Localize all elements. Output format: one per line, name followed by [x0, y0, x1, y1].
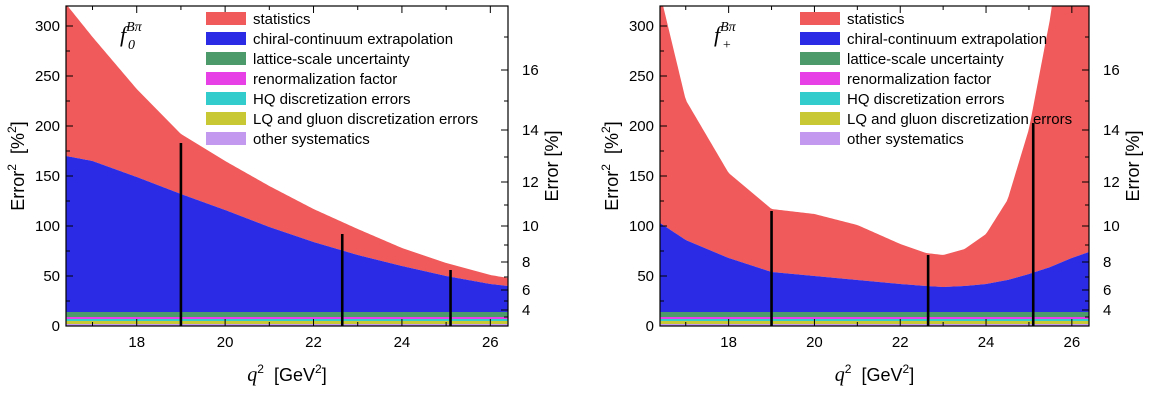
area-lq-and-gluon-discretization-errors: [66, 321, 508, 324]
y2-tick-label: 6: [1103, 282, 1111, 299]
legend-swatch: [800, 72, 840, 85]
y-tick-label: 0: [646, 318, 654, 335]
x-tick-label: 24: [394, 334, 411, 351]
legend-swatch: [206, 72, 246, 85]
legend-swatch: [800, 132, 840, 145]
y2-tick-label: 16: [1103, 62, 1120, 79]
y-tick-label: 100: [629, 218, 654, 235]
legend-label: renormalization factor: [847, 71, 991, 88]
y2-tick-label: 12: [1103, 174, 1120, 191]
y-tick-label: 150: [629, 168, 654, 185]
legend-label: lattice-scale uncertainty: [253, 51, 410, 68]
area-chiral-continuum-extrapolation: [660, 223, 1089, 312]
legend-swatch: [206, 32, 246, 45]
plot-frame: [65, 5, 509, 327]
legend-label: other systematics: [847, 131, 964, 148]
y2-tick-label: 14: [1103, 122, 1120, 139]
area-lattice-scale-uncertainty: [660, 312, 1089, 317]
legend-swatch: [206, 52, 246, 65]
legend-label: HQ discretization errors: [847, 91, 1005, 108]
y-tick-label: 50: [637, 268, 654, 285]
area-statistics: [66, 6, 508, 286]
chart-panel-f0: 18 20 22 24 26 0 50 100 150 200 250 300 4 6 8 10 12 14 16 q…: [5, 5, 562, 386]
y-tick-label: 300: [35, 18, 60, 35]
panel-label: fBπ: [120, 20, 143, 47]
y-tick-label: 200: [629, 118, 654, 135]
y2-axis-label: Error [%]: [542, 130, 562, 201]
legend-label: renormalization factor: [253, 71, 397, 88]
legend-label: other systematics: [253, 131, 370, 148]
y-tick-label: 250: [629, 68, 654, 85]
chart-panel-fplus: 18 20 22 24 26 0 50 100 150 200 250 300 4 6 8 10 12 14 16 q…: [599, 5, 1143, 386]
x-axis-label: q2 [GeV2]: [247, 362, 326, 386]
legend-label: chiral-continuum extrapolation: [253, 31, 453, 48]
legend-swatch: [206, 112, 246, 125]
legend-swatch: [206, 132, 246, 145]
area-renormalization-factor: [66, 317, 508, 319]
stacked-areas: [660, 6, 1089, 326]
legend-swatch: [206, 12, 246, 25]
area-lattice-scale-uncertainty: [66, 312, 508, 317]
x-tick-label: 22: [305, 334, 322, 351]
legend-label: LQ and gluon discretization errors: [253, 111, 478, 128]
y2-tick-label: 12: [522, 174, 539, 191]
y-tick-label: 150: [35, 168, 60, 185]
area-hq-discretization-errors: [660, 319, 1089, 321]
y-axis-label: Error2 [%2]: [5, 121, 28, 210]
y2-tick-label: 14: [522, 122, 539, 139]
x-tick-label: 22: [892, 334, 909, 351]
y2-tick-label: 10: [1103, 218, 1120, 235]
panel-label-subscript: +: [722, 38, 731, 53]
y-tick-label: 50: [43, 268, 60, 285]
legend-label: statistics: [253, 11, 311, 28]
y2-axis-label: Error [%]: [1123, 130, 1143, 201]
legend-label: LQ and gluon discretization errors: [847, 111, 1072, 128]
x-axis-label: q2 [GeV2]: [835, 362, 914, 386]
y-tick-label: 200: [35, 118, 60, 135]
x-tick-label: 20: [806, 334, 823, 351]
legend-swatch: [206, 92, 246, 105]
y2-tick-label: 8: [522, 254, 530, 271]
x-tick-label: 18: [720, 334, 737, 351]
legend-label: chiral-continuum extrapolation: [847, 31, 1047, 48]
x-tick-label: 18: [128, 334, 145, 351]
legend-label: HQ discretization errors: [253, 91, 411, 108]
x-tick-label: 26: [482, 334, 499, 351]
x-tick-label: 26: [1063, 334, 1080, 351]
area-renormalization-factor: [660, 317, 1089, 319]
area-statistics: [660, 6, 1089, 287]
legend-swatch: [800, 12, 840, 25]
y2-tick-label: 6: [522, 282, 530, 299]
legend-label: lattice-scale uncertainty: [847, 51, 1004, 68]
area-hq-discretization-errors: [66, 319, 508, 321]
y-tick-label: 0: [52, 318, 60, 335]
y-tick-label: 100: [35, 218, 60, 235]
y-tick-label: 250: [35, 68, 60, 85]
area-lq-and-gluon-discretization-errors: [660, 321, 1089, 324]
y2-tick-label: 8: [1103, 254, 1111, 271]
y2-tick-label: 16: [522, 62, 539, 79]
legend-swatch: [800, 112, 840, 125]
legend-swatch: [800, 52, 840, 65]
y-tick-label: 300: [629, 18, 654, 35]
legend-swatch: [800, 32, 840, 45]
plot-frame: [659, 5, 1090, 327]
panel-label-subscript: 0: [128, 38, 135, 53]
legend-swatch: [800, 92, 840, 105]
panel-label: fBπ: [714, 20, 737, 47]
x-tick-label: 24: [978, 334, 995, 351]
legend-label: statistics: [847, 11, 905, 28]
y-axis-label: Error2 [%2]: [599, 121, 622, 210]
y2-tick-label: 10: [522, 218, 539, 235]
y2-tick-label: 4: [522, 302, 530, 319]
x-tick-label: 20: [217, 334, 234, 351]
area-chiral-continuum-extrapolation: [66, 156, 508, 312]
y2-tick-label: 4: [1103, 302, 1111, 319]
